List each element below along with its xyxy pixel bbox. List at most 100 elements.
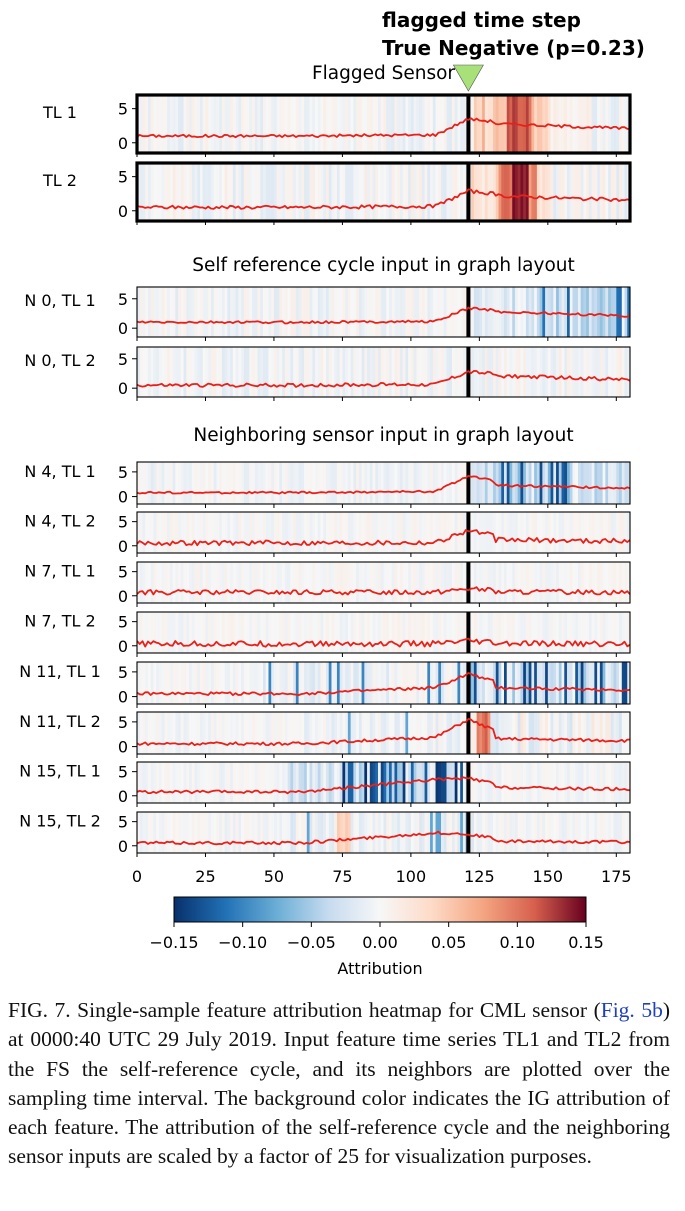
heat-cell	[580, 762, 584, 803]
heat-cell	[435, 762, 439, 803]
heat-cell	[514, 562, 519, 603]
heat-cell	[564, 662, 568, 704]
heat-cell	[290, 512, 294, 553]
heat-cell	[257, 812, 261, 853]
heat-cell	[279, 712, 283, 754]
heat-cell	[577, 347, 582, 397]
heat-cell	[512, 462, 516, 504]
heat-cell	[301, 95, 305, 153]
heat-cell	[325, 163, 330, 221]
heat-cell	[394, 612, 398, 653]
heat-cell	[416, 347, 420, 397]
heat-cell	[536, 95, 541, 153]
heat-cell	[213, 562, 217, 603]
heat-cell	[216, 562, 220, 603]
heat-cell	[435, 163, 439, 221]
heat-cell	[506, 163, 510, 221]
heat-cell	[547, 512, 551, 553]
heat-cell	[301, 163, 305, 221]
heat-cell	[613, 562, 617, 603]
heat-cell	[588, 662, 593, 704]
heat-cell	[547, 812, 551, 853]
heat-cell	[602, 163, 606, 221]
heat-cell	[599, 762, 604, 803]
heat-cell	[504, 612, 508, 653]
y-tick-label: 0	[118, 587, 128, 606]
caption-figure-link[interactable]: Fig. 5b	[600, 998, 663, 1022]
heat-cell	[394, 163, 398, 221]
heat-cell	[367, 762, 371, 803]
heat-cell	[153, 662, 157, 704]
heat-cell	[476, 762, 480, 803]
heat-cell	[257, 163, 261, 221]
heat-cell	[301, 712, 305, 754]
heat-cell	[153, 95, 157, 153]
heat-cell	[156, 287, 160, 337]
heat-cell	[367, 163, 371, 221]
heat-cell	[408, 163, 412, 221]
heat-cell	[512, 762, 516, 803]
heat-cell	[627, 812, 631, 853]
panel-frame	[136, 811, 631, 854]
heat-cell	[147, 712, 152, 754]
heat-cell	[479, 762, 483, 803]
heat-cell	[298, 287, 302, 337]
heat-cell	[399, 287, 404, 337]
heat-cell	[210, 812, 215, 853]
heat-cell	[621, 287, 625, 337]
heat-cell	[369, 612, 373, 653]
heat-cell	[194, 812, 198, 853]
heat-cell	[145, 562, 149, 603]
heat-cell	[254, 462, 258, 504]
heat-cell	[613, 612, 617, 653]
heat-cell	[536, 462, 541, 504]
heat-cell	[553, 762, 557, 803]
heat-cell	[301, 612, 305, 653]
heat-cell	[334, 462, 338, 504]
heat-cell	[621, 95, 625, 153]
heat-cell	[561, 812, 565, 853]
heat-cell	[315, 95, 319, 153]
heat-cell	[388, 163, 393, 221]
heat-cell	[221, 562, 226, 603]
heat-cell	[479, 812, 483, 853]
heat-cell	[224, 762, 228, 803]
annotation-line-1: flagged time step	[382, 8, 581, 32]
heat-cell	[457, 762, 461, 803]
heat-cell	[167, 347, 171, 397]
heat-cell	[323, 462, 327, 504]
heat-cell	[372, 712, 376, 754]
heat-cell	[621, 612, 625, 653]
heat-cell	[175, 287, 179, 337]
heat-cell	[282, 762, 286, 803]
heat-cell	[391, 347, 395, 397]
heat-cell	[235, 347, 239, 397]
heat-cell	[405, 812, 409, 853]
row-label: N 11, TL 2	[19, 712, 101, 731]
heat-cell	[295, 287, 299, 337]
heat-cell	[525, 662, 530, 704]
heat-cell	[372, 562, 376, 603]
heat-cell	[323, 762, 327, 803]
heat-cell	[561, 662, 565, 704]
heat-cell	[476, 95, 480, 153]
heat-cell	[238, 287, 242, 337]
heat-cell	[227, 762, 231, 803]
heat-cell	[219, 612, 223, 653]
heat-cell	[588, 163, 593, 221]
heat-cell	[586, 762, 590, 803]
heat-cell	[315, 462, 319, 504]
heat-cell	[380, 163, 384, 221]
heat-cell	[509, 347, 513, 397]
heat-cell	[208, 287, 212, 337]
heat-cell	[227, 163, 231, 221]
heat-cell	[523, 712, 527, 754]
heat-cell	[378, 347, 382, 397]
heat-cell	[430, 812, 434, 853]
heat-cell	[221, 662, 226, 704]
heat-cell	[561, 462, 565, 504]
heat-cell	[550, 562, 554, 603]
heat-cell	[262, 662, 267, 704]
heat-cell	[167, 462, 171, 504]
heat-cell	[361, 562, 365, 603]
